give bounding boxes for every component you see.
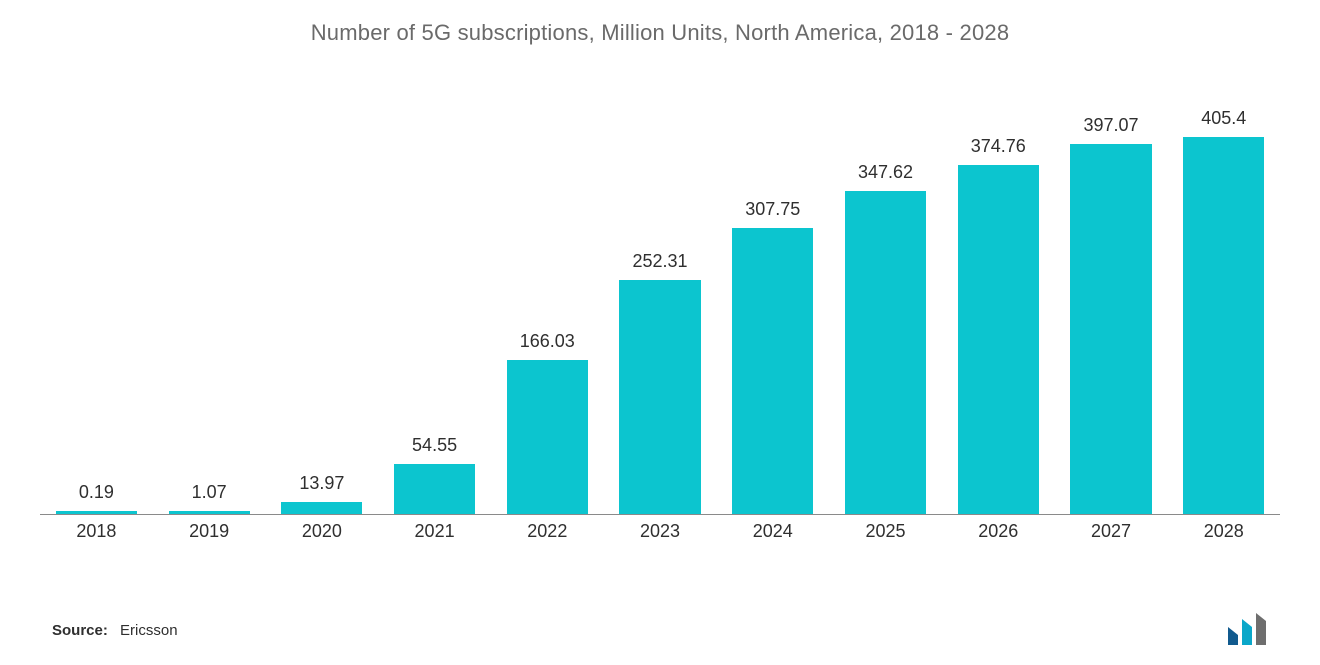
bar xyxy=(845,191,926,515)
x-axis-label: 2028 xyxy=(1167,515,1280,542)
bar xyxy=(958,165,1039,515)
logo-bar-2 xyxy=(1242,619,1252,645)
x-axis-label: 2027 xyxy=(1055,515,1168,542)
chart-container: Number of 5G subscriptions, Million Unit… xyxy=(0,0,1320,665)
bar-value-label: 0.19 xyxy=(79,482,114,503)
bar-value-label: 166.03 xyxy=(520,331,575,352)
bar-value-label: 405.4 xyxy=(1201,108,1246,129)
x-axis-label: 2021 xyxy=(378,515,491,542)
x-axis-label: 2020 xyxy=(265,515,378,542)
bar-value-label: 374.76 xyxy=(971,136,1026,157)
bar-value-label: 252.31 xyxy=(633,251,688,272)
x-axis-label: 2025 xyxy=(829,515,942,542)
x-axis-labels: 2018201920202021202220232024202520262027… xyxy=(40,515,1280,545)
x-axis-label: 2019 xyxy=(153,515,266,542)
source-value: Ericsson xyxy=(120,622,178,639)
source-label: Source: xyxy=(52,622,108,639)
bar xyxy=(1183,137,1264,515)
bar xyxy=(732,228,813,515)
bar-column: 166.03 xyxy=(491,95,604,515)
bar-column: 397.07 xyxy=(1055,95,1168,515)
bar xyxy=(394,464,475,515)
bar xyxy=(507,360,588,515)
bar xyxy=(619,280,700,515)
bar-value-label: 397.07 xyxy=(1083,115,1138,136)
logo-bar-1 xyxy=(1228,627,1238,645)
x-axis-label: 2023 xyxy=(604,515,717,542)
x-axis-label: 2022 xyxy=(491,515,604,542)
bars-row: 0.19 1.07 13.97 54.55 166.03 252.31 307.75 347.… xyxy=(40,95,1280,515)
bar-column: 252.31 xyxy=(604,95,717,515)
bar-value-label: 1.07 xyxy=(192,482,227,503)
x-axis-label: 2026 xyxy=(942,515,1055,542)
bar xyxy=(1070,144,1151,515)
bar-column: 347.62 xyxy=(829,95,942,515)
bar-column: 374.76 xyxy=(942,95,1055,515)
bar-column: 1.07 xyxy=(153,95,266,515)
bar-value-label: 307.75 xyxy=(745,199,800,220)
x-axis-label: 2018 xyxy=(40,515,153,542)
bar-column: 405.4 xyxy=(1167,95,1280,515)
bar-column: 13.97 xyxy=(265,95,378,515)
bar-value-label: 13.97 xyxy=(299,473,344,494)
bar-column: 307.75 xyxy=(716,95,829,515)
bar-column: 54.55 xyxy=(378,95,491,515)
chart-title: Number of 5G subscriptions, Million Unit… xyxy=(0,20,1320,46)
bar-column: 0.19 xyxy=(40,95,153,515)
plot-area: 0.19 1.07 13.97 54.55 166.03 252.31 307.75 347.… xyxy=(40,95,1280,545)
brand-logo-icon xyxy=(1226,613,1280,647)
bar-value-label: 54.55 xyxy=(412,435,457,456)
x-axis-label: 2024 xyxy=(716,515,829,542)
bar-value-label: 347.62 xyxy=(858,162,913,183)
source-line: Source: Ericsson xyxy=(52,622,178,639)
logo-bar-3 xyxy=(1256,613,1266,645)
